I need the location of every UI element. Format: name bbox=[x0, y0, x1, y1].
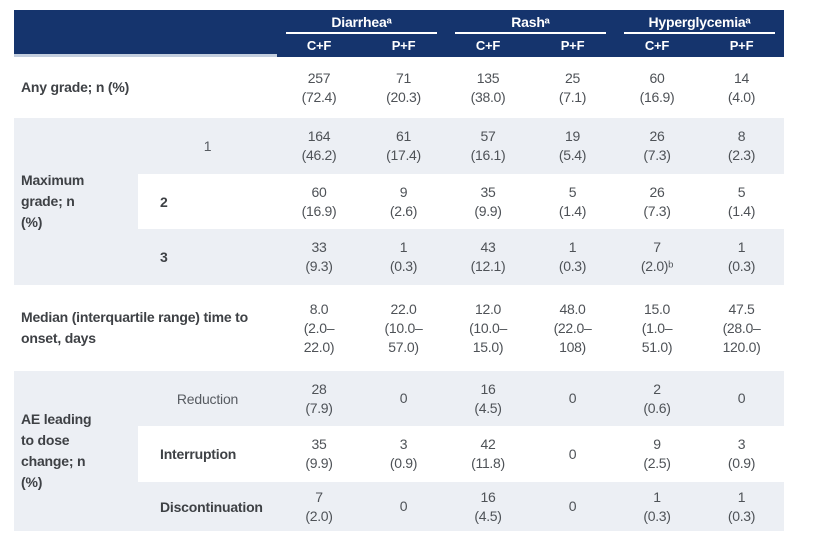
value-cell: 8.0 (2.0– 22.0) bbox=[303, 300, 335, 355]
value-cell: 5 (1.4) bbox=[558, 183, 587, 219]
row-max-grade-2: 2 60 (16.9) 9 (2.6) 35 (9.9) 5 (1.4) 26 … bbox=[14, 174, 784, 229]
row-ae-interruption: Interruption 35 (9.9) 3 (0.9) 42 (11.8) … bbox=[14, 426, 784, 482]
row-max-grade-3: 3 33 (9.3) 1 (0.3) 43 (12.1) 1 (0.3) 7 (… bbox=[14, 229, 785, 285]
value-cell: 22.0 (10.0– 57.0) bbox=[384, 300, 423, 355]
value-cell: 61 (17.4) bbox=[361, 118, 447, 174]
value-cell: 135 (38.0) bbox=[470, 69, 506, 105]
value-cell: 16 (4.5) bbox=[446, 371, 531, 426]
value-cell: 0 bbox=[530, 371, 616, 426]
col-group-label: Diarrheaᵃ bbox=[331, 14, 392, 30]
value-cell: 43 (12.1) bbox=[446, 229, 531, 285]
value-cell: 0 bbox=[361, 371, 447, 426]
row-median-onset: Median (interquartile range) time to ons… bbox=[14, 285, 784, 371]
value-cell: 25 (7.1) bbox=[558, 69, 587, 105]
row-label-maximum-grade: Maximum grade; n (%) bbox=[14, 118, 138, 285]
value-cell: 35 (9.9) bbox=[474, 183, 502, 219]
value-cell: 12.0 (10.0– 15.0) bbox=[469, 300, 507, 355]
value-cell: 0 bbox=[361, 482, 447, 531]
value-cell: 164 (46.2) bbox=[277, 118, 361, 174]
value-cell: 1 (0.3) bbox=[530, 229, 616, 285]
header-underline bbox=[286, 32, 438, 34]
value-cell: 257 (72.4) bbox=[301, 69, 337, 105]
col-group-diarrhea: Diarrheaᵃ bbox=[277, 10, 447, 34]
ae-summary-table: Diarrheaᵃ Rashᵃ Hyperglycemiaᵃ C+F P+F C… bbox=[14, 10, 785, 531]
value-cell: 9 (2.5) bbox=[643, 436, 671, 471]
value-cell: 26 (7.3) bbox=[643, 183, 671, 219]
value-cell: 1 (0.3) bbox=[699, 229, 785, 285]
value-cell: 16 (4.5) bbox=[446, 482, 531, 531]
header-corner-cell bbox=[14, 10, 277, 57]
value-cell: 7 (2.0) bbox=[277, 482, 361, 531]
value-cell: 1 (0.3) bbox=[615, 482, 700, 531]
value-cell: 0 bbox=[568, 445, 577, 462]
header-underline bbox=[455, 32, 607, 34]
value-cell: 47.5 (28.0– 120.0) bbox=[722, 300, 761, 355]
value-cell: 48.0 (22.0– 108) bbox=[553, 300, 592, 355]
value-cell: 35 (9.9) bbox=[305, 436, 333, 471]
value-cell: 19 (5.4) bbox=[530, 118, 616, 174]
value-cell: 3 (0.9) bbox=[389, 436, 418, 471]
value-cell: 26 (7.3) bbox=[615, 118, 700, 174]
subrow-label-discontinuation: Discontinuation bbox=[138, 482, 277, 531]
value-cell: 7 (2.0)ᵇ bbox=[615, 229, 700, 285]
row-label-any-grade: Any grade; n (%) bbox=[21, 79, 130, 95]
row-label-text: Maximum grade; n (%) bbox=[21, 172, 85, 230]
value-cell: 0 bbox=[699, 371, 785, 426]
header-underline bbox=[624, 32, 776, 34]
value-cell: 42 (11.8) bbox=[471, 436, 505, 471]
subrow-label-reduction: Reduction bbox=[138, 371, 277, 426]
row-any-grade: Any grade; n (%) 257 (72.4) 71 (20.3) 13… bbox=[14, 57, 784, 118]
value-cell: 0 bbox=[530, 482, 616, 531]
value-cell: 5 (1.4) bbox=[727, 183, 756, 219]
value-cell: 3 (0.9) bbox=[727, 436, 756, 471]
row-ae-discontinuation: Discontinuation 7 (2.0) 0 16 (4.5) 0 1 (… bbox=[14, 482, 785, 531]
col-header-hyperglycemia-pf: P+F bbox=[699, 34, 785, 57]
value-cell: 1 (0.3) bbox=[361, 229, 447, 285]
subrow-label-grade-3: 3 bbox=[138, 229, 277, 285]
value-cell: 71 (20.3) bbox=[386, 69, 421, 105]
col-group-hyperglycemia: Hyperglycemiaᵃ bbox=[615, 10, 785, 34]
col-header-rash-cf: C+F bbox=[446, 34, 531, 57]
subrow-label-interruption: Interruption bbox=[160, 446, 237, 462]
value-cell: 60 (16.9) bbox=[639, 69, 675, 105]
subrow-label-grade-1: 1 bbox=[138, 118, 277, 174]
col-header-diarrhea-pf: P+F bbox=[361, 34, 447, 57]
col-group-label: Rashᵃ bbox=[511, 14, 550, 30]
col-header-hyperglycemia-cf: C+F bbox=[615, 34, 700, 57]
col-group-rash: Rashᵃ bbox=[446, 10, 616, 34]
row-label-text: AE leading to dose change; n (%) bbox=[21, 411, 92, 490]
value-cell: 14 (4.0) bbox=[727, 69, 756, 105]
value-cell: 60 (16.9) bbox=[301, 183, 337, 219]
col-header-rash-pf: P+F bbox=[530, 34, 616, 57]
value-cell: 57 (16.1) bbox=[446, 118, 531, 174]
value-cell: 15.0 (1.0– 51.0) bbox=[641, 300, 673, 355]
header-group-row: Diarrheaᵃ Rashᵃ Hyperglycemiaᵃ bbox=[14, 10, 785, 57]
value-cell: 8 (2.3) bbox=[699, 118, 785, 174]
value-cell: 1 (0.3) bbox=[699, 482, 785, 531]
col-group-label: Hyperglycemiaᵃ bbox=[648, 14, 751, 30]
row-label-median-onset: Median (interquartile range) time to ons… bbox=[14, 285, 277, 371]
col-header-diarrhea-cf: C+F bbox=[277, 34, 361, 57]
row-label-ae-dose-change: AE leading to dose change; n (%) bbox=[14, 371, 138, 531]
row-label-text: Median (interquartile range) time to ons… bbox=[21, 309, 248, 346]
value-cell: 2 (0.6) bbox=[615, 371, 700, 426]
value-cell: 9 (2.6) bbox=[389, 183, 418, 219]
row-ae-reduction: AE leading to dose change; n (%) Reducti… bbox=[14, 371, 785, 531]
subrow-label-grade-2: 2 bbox=[160, 193, 168, 210]
value-cell: 28 (7.9) bbox=[277, 371, 361, 426]
row-max-grade-1: Maximum grade; n (%) 1 164 (46.2) 61 (17… bbox=[14, 118, 785, 285]
value-cell: 33 (9.3) bbox=[277, 229, 361, 285]
header-subcol-row: C+F P+F C+F P+F C+F P+F bbox=[14, 34, 785, 57]
